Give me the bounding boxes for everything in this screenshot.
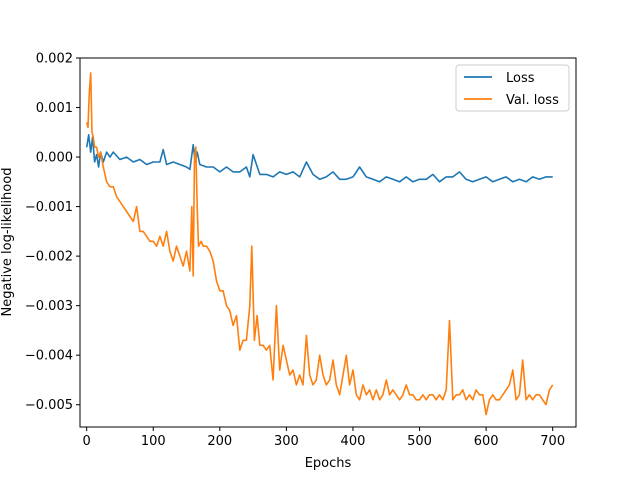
x-tick-label: 100 [141,434,166,449]
y-tick-label: −0.002 [25,250,73,265]
y-tick-label: 0.002 [36,52,73,67]
y-tick-label: −0.001 [25,200,73,215]
x-tick-label: 300 [274,434,299,449]
legend-label: Val. loss [506,93,559,108]
y-tick-label: −0.003 [25,299,73,314]
series-line-val-loss [85,72,554,416]
y-tick-label: −0.004 [25,349,73,364]
legend-label: Loss [506,71,535,86]
x-tick-label: 0 [83,434,91,449]
x-tick-label: 600 [474,434,499,449]
x-axis-label: Epochs [305,456,352,471]
y-tick-label: 0.001 [36,101,73,116]
plot-area [85,72,554,416]
x-tick-label: 400 [341,434,366,449]
plot-frame [79,57,577,428]
y-axis-label: Negative log-likelihood [0,168,15,317]
series-line-loss [85,134,553,183]
axes: 0 100 200 300 400 500 600 700 0.002 0.001 0.000 −0.… [25,52,577,449]
y-tick-label: −0.005 [25,398,73,413]
x-tick-label: 700 [540,434,565,449]
x-tick-label: 500 [407,434,432,449]
x-tick-label: 200 [207,434,232,449]
y-tick-label: 0.000 [36,151,73,166]
legend: Loss Val. loss [455,64,570,112]
